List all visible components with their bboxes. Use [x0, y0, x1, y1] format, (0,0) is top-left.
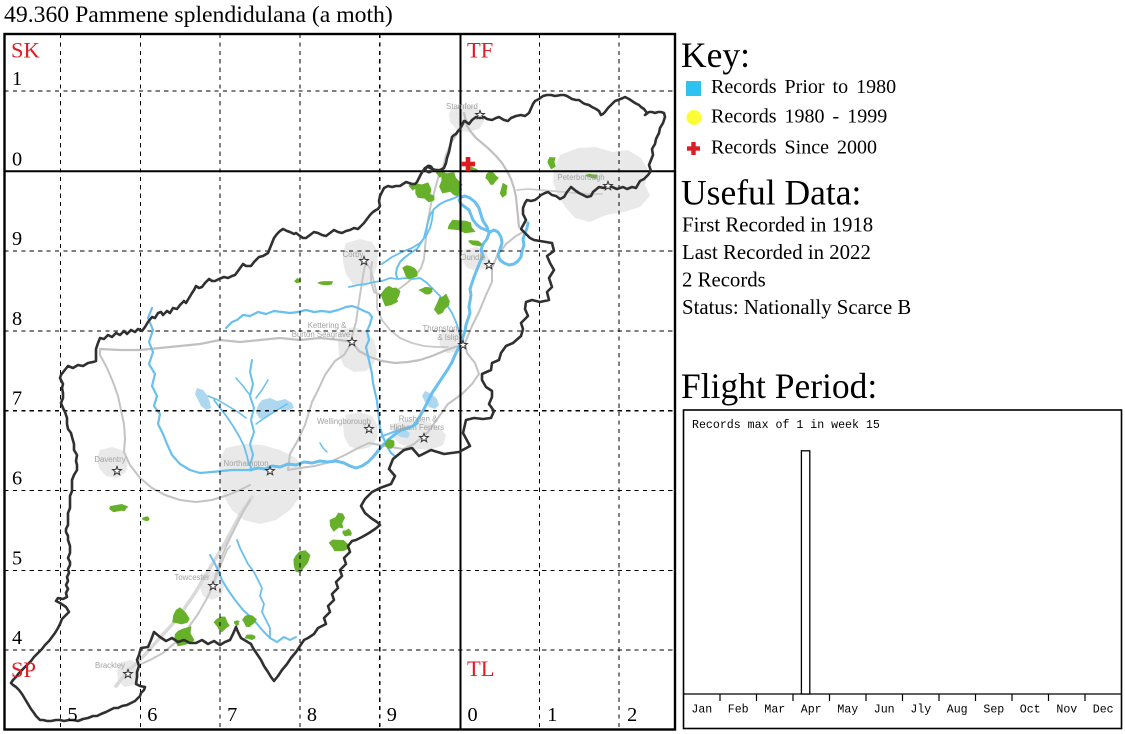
- svg-text:5: 5: [12, 547, 22, 569]
- svg-text:6: 6: [12, 468, 22, 490]
- svg-text:Aug: Aug: [947, 704, 968, 717]
- svg-text:Wellingborough: Wellingborough: [317, 417, 371, 426]
- svg-text:9: 9: [387, 704, 397, 726]
- svg-text:Feb: Feb: [728, 704, 749, 717]
- svg-text:Jan: Jan: [691, 704, 712, 717]
- svg-text:TL: TL: [467, 656, 495, 681]
- svg-text:Dec: Dec: [1093, 704, 1114, 717]
- svg-text:2 Records: 2 Records: [682, 268, 766, 291]
- svg-text:Mar: Mar: [764, 704, 785, 717]
- svg-text:Jun: Jun: [874, 704, 895, 717]
- svg-text:49.360 Pammene splendidulana (: 49.360 Pammene splendidulana (a moth): [4, 2, 393, 28]
- svg-text:Records Prior to 1980: Records Prior to 1980: [711, 76, 896, 98]
- svg-text:Corby: Corby: [343, 250, 364, 259]
- svg-text:Stamford: Stamford: [446, 102, 478, 111]
- svg-text:May: May: [837, 704, 858, 717]
- svg-text:Status: Nationally Scarce B: Status: Nationally Scarce B: [682, 296, 911, 319]
- svg-text:7: 7: [12, 388, 22, 410]
- svg-text:1: 1: [12, 68, 22, 90]
- svg-text:& Islip: & Islip: [437, 333, 459, 342]
- svg-text:8: 8: [12, 308, 22, 330]
- svg-text:Peterborough: Peterborough: [557, 173, 604, 182]
- svg-text:Nov: Nov: [1056, 704, 1077, 717]
- svg-text:9: 9: [12, 228, 22, 250]
- svg-text:Oct: Oct: [1020, 704, 1041, 717]
- svg-text:TF: TF: [467, 38, 493, 63]
- svg-text:Sep: Sep: [983, 704, 1004, 717]
- svg-text:Brackley: Brackley: [95, 661, 125, 670]
- svg-text:8: 8: [307, 704, 317, 726]
- svg-text:SP: SP: [11, 657, 36, 682]
- svg-text:First Recorded in 1918: First Recorded in 1918: [682, 213, 873, 236]
- svg-text:Useful Data:: Useful Data:: [681, 173, 861, 213]
- svg-text:Towcester: Towcester: [174, 573, 210, 582]
- svg-text:Oundle: Oundle: [460, 253, 485, 262]
- svg-text:Thrapston: Thrapston: [422, 324, 457, 333]
- svg-text:5: 5: [68, 704, 78, 726]
- svg-text:Higham Ferrers: Higham Ferrers: [390, 423, 444, 432]
- svg-text:SK: SK: [11, 38, 41, 63]
- svg-text:Northampton: Northampton: [223, 459, 268, 468]
- svg-text:1: 1: [547, 704, 557, 726]
- svg-text:Jly: Jly: [910, 704, 931, 717]
- svg-text:0: 0: [12, 148, 22, 170]
- svg-text:Daventry: Daventry: [94, 455, 125, 464]
- svg-text:Records 1980 - 1999: Records 1980 - 1999: [711, 106, 887, 128]
- svg-text:7: 7: [227, 704, 237, 726]
- svg-text:Burton Seagrave: Burton Seagrave: [292, 330, 351, 339]
- svg-text:Records Since 2000: Records Since 2000: [711, 137, 877, 159]
- svg-text:6: 6: [147, 704, 157, 726]
- svg-text:2: 2: [627, 704, 637, 726]
- svg-text:Last Recorded in 2022: Last Recorded in 2022: [682, 241, 871, 264]
- svg-text:Key:: Key:: [681, 35, 750, 75]
- svg-text:Apr: Apr: [801, 704, 822, 717]
- svg-text:Rushden &: Rushden &: [399, 415, 438, 424]
- svg-text:0: 0: [468, 704, 478, 726]
- svg-text:Records max of 1 in week 15: Records max of 1 in week 15: [692, 419, 880, 432]
- svg-text:Flight Period:: Flight Period:: [681, 366, 877, 406]
- svg-text:4: 4: [12, 627, 22, 649]
- svg-text:Kettering &: Kettering &: [308, 321, 347, 330]
